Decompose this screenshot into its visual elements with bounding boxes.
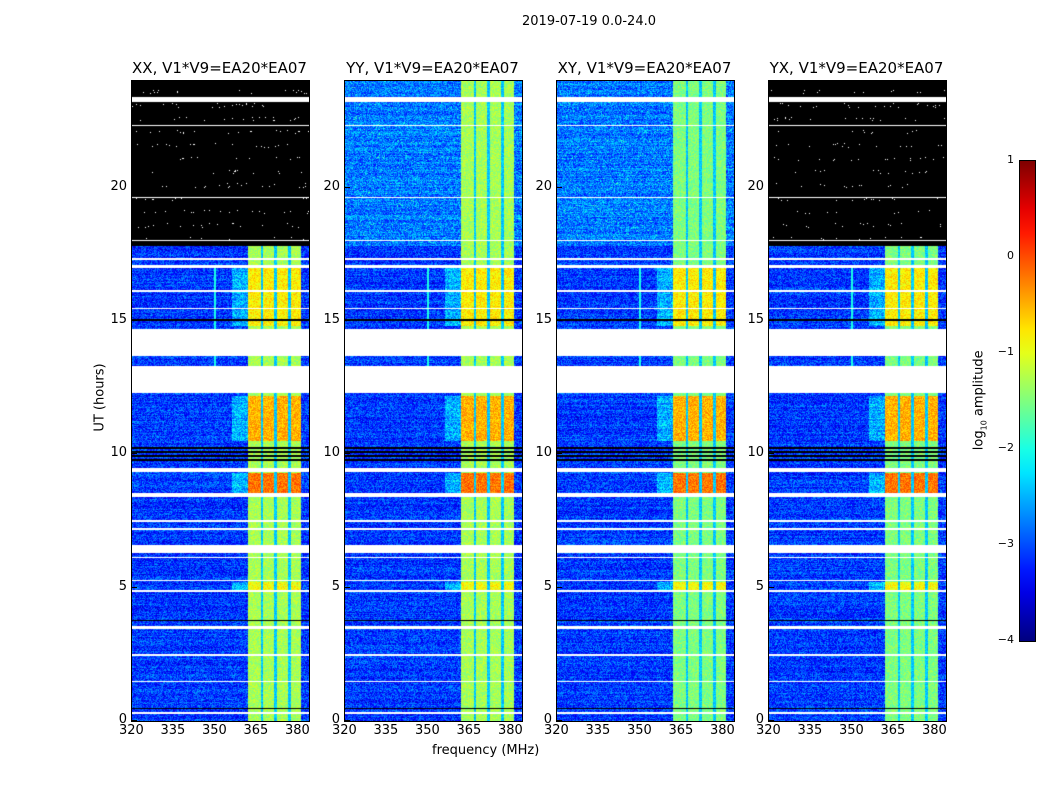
spectrogram-panel [131, 80, 310, 722]
panel-title: XY, V1*V9=EA20*EA07 [557, 59, 732, 77]
y-axis-label: UT (hours) [92, 363, 108, 432]
x-tick-label: 350 [626, 723, 652, 738]
spectrogram-panel [344, 80, 523, 722]
y-tick-label: 0 [118, 712, 127, 727]
y-tick-label: 10 [747, 445, 764, 461]
colorbar-tick-label: −4 [997, 633, 1014, 646]
y-tick-mark [769, 586, 774, 588]
panel-title: XX, V1*V9=EA20*EA07 [132, 59, 307, 77]
y-tick-label: 0 [331, 712, 340, 727]
colorbar [1019, 160, 1036, 642]
colorbar-tick-label: −2 [997, 441, 1014, 454]
colorbar-tick-label: −3 [997, 537, 1014, 550]
y-tick-label: 5 [331, 578, 340, 594]
y-tick-mark [345, 320, 350, 321]
x-tick-label: 320 [544, 723, 569, 738]
y-tick-mark [345, 453, 350, 455]
x-tick-label: 335 [797, 723, 823, 738]
y-tick-label: 5 [543, 578, 552, 594]
spectrogram-image [345, 81, 522, 721]
x-tick-label: 335 [160, 723, 186, 738]
y-tick-mark [132, 320, 137, 321]
y-tick-mark [345, 586, 350, 588]
x-tick-label: 365 [668, 723, 694, 738]
figure-suptitle: 2019-07-19 0.0-24.0 [522, 14, 656, 29]
y-tick-mark [345, 186, 350, 188]
x-tick-label: 350 [838, 723, 864, 738]
y-tick-mark [345, 720, 350, 721]
x-tick-label: 320 [119, 723, 144, 738]
y-tick-mark [132, 720, 137, 721]
y-tick-label: 5 [755, 578, 764, 594]
y-tick-mark [132, 453, 137, 455]
x-tick-label: 365 [243, 723, 269, 738]
x-tick-label: 380 [284, 723, 310, 738]
y-tick-mark [557, 186, 562, 188]
y-tick-label: 0 [755, 712, 764, 727]
y-tick-mark [769, 720, 774, 721]
y-tick-label: 15 [747, 312, 764, 327]
x-tick-label: 380 [921, 723, 947, 738]
spectrogram-image [557, 81, 734, 721]
y-tick-label: 15 [323, 312, 340, 327]
y-tick-mark [557, 320, 562, 321]
x-tick-label: 335 [373, 723, 399, 738]
x-tick-label: 365 [880, 723, 906, 738]
y-tick-label: 10 [323, 445, 340, 461]
y-tick-label: 5 [118, 578, 127, 594]
x-tick-label: 335 [585, 723, 611, 738]
x-tick-label: 350 [201, 723, 227, 738]
y-tick-label: 10 [110, 445, 127, 461]
x-tick-label: 380 [497, 723, 523, 738]
y-tick-mark [557, 453, 562, 455]
y-tick-label: 20 [535, 178, 552, 194]
colorbar-label-suffix: amplitude [971, 350, 987, 421]
x-tick-label: 380 [709, 723, 735, 738]
y-tick-label: 15 [535, 312, 552, 327]
colorbar-label-sub: 10 [979, 420, 989, 431]
x-tick-label: 320 [332, 723, 357, 738]
spectrogram-image [769, 81, 946, 721]
y-tick-mark [769, 186, 774, 188]
y-tick-mark [769, 320, 774, 321]
colorbar-tick-label: −1 [997, 345, 1014, 358]
colorbar-tick-label: 1 [1007, 153, 1014, 166]
y-tick-mark [557, 720, 562, 721]
y-tick-label: 20 [110, 178, 127, 194]
panel-title: YY, V1*V9=EA20*EA07 [346, 59, 519, 77]
x-tick-label: 350 [414, 723, 440, 738]
x-axis-label: frequency (MHz) [432, 743, 540, 758]
y-tick-label: 10 [535, 445, 552, 461]
x-tick-label: 365 [456, 723, 482, 738]
y-tick-mark [557, 586, 562, 588]
y-tick-mark [132, 186, 137, 188]
y-tick-label: 15 [110, 312, 127, 327]
y-tick-label: 20 [747, 178, 764, 194]
spectrogram-panel [768, 80, 947, 722]
spectrogram-image [132, 81, 309, 721]
colorbar-tick-label: 0 [1007, 249, 1014, 262]
y-tick-mark [769, 453, 774, 455]
x-tick-label: 320 [756, 723, 781, 738]
y-tick-mark [132, 586, 137, 588]
y-tick-label: 0 [543, 712, 552, 727]
panel-title: YX, V1*V9=EA20*EA07 [769, 59, 944, 77]
spectrogram-panel [556, 80, 735, 722]
y-tick-label: 20 [323, 178, 340, 194]
